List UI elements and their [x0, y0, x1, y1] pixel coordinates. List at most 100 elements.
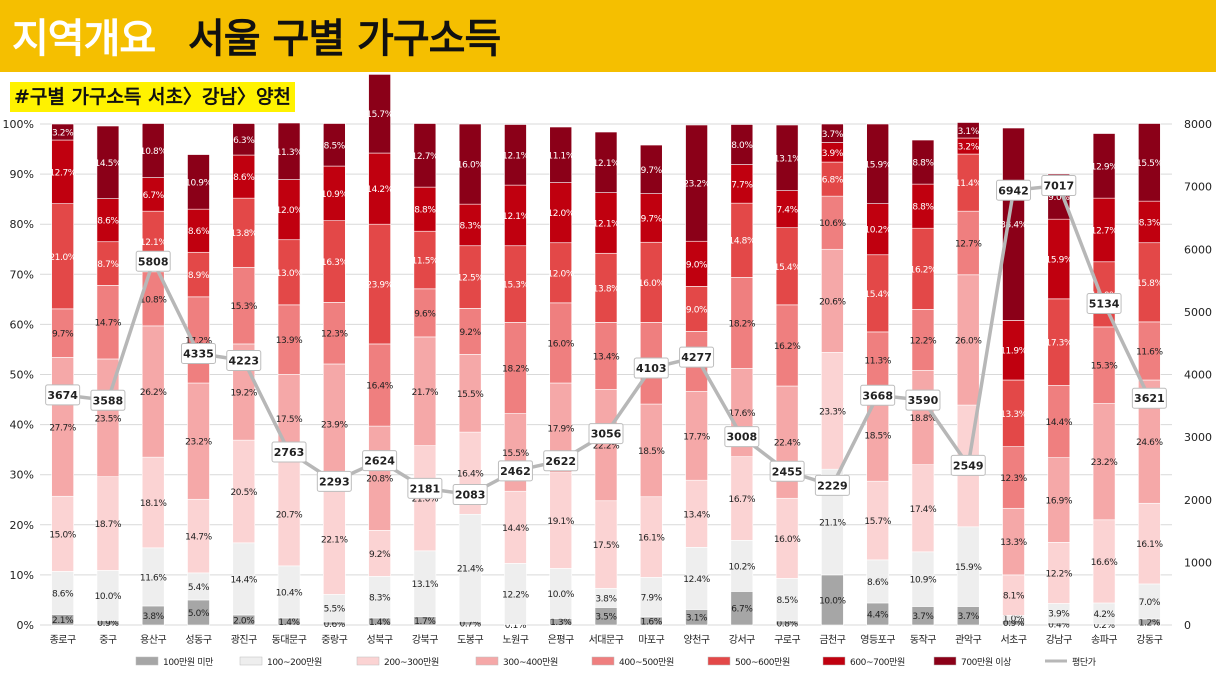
x-tick-label: 동작구 — [910, 634, 936, 646]
legend-label: 200~300만원 — [384, 657, 439, 668]
data-label: 10.0% — [95, 592, 122, 602]
data-label: 15.5% — [1136, 159, 1163, 169]
data-label: 3.9% — [1048, 610, 1070, 620]
data-label: 12.2% — [502, 590, 529, 600]
data-label: 3.7% — [958, 612, 980, 622]
data-label: 15.9% — [864, 160, 891, 170]
y-tick-label-left: 30% — [10, 469, 34, 482]
data-label: 17.4% — [910, 505, 937, 515]
y-tick-label-left: 50% — [10, 369, 34, 382]
data-label: 3.5% — [595, 613, 617, 623]
data-label: 13.1% — [774, 154, 801, 164]
x-tick-label: 구로구 — [774, 635, 800, 646]
data-label: 15.3% — [1091, 362, 1118, 372]
data-label: 0.8% — [776, 619, 798, 629]
line-point-label: 5134 — [1089, 297, 1120, 310]
data-label: 15.3% — [502, 281, 529, 291]
data-label: 26.2% — [140, 388, 167, 398]
data-label: 10.0% — [819, 596, 846, 606]
y-tick-label-right: 8000 — [1184, 118, 1212, 131]
y-tick-label-left: 70% — [10, 268, 34, 281]
bar-segment — [1138, 123, 1161, 202]
data-label: 14.4% — [502, 524, 529, 534]
data-label: 14.5% — [95, 159, 122, 169]
bar-segment — [413, 123, 437, 188]
data-label: 18.1% — [140, 499, 167, 509]
line-point-label: 2549 — [953, 459, 984, 472]
data-label: 21.0% — [412, 495, 439, 505]
legend-label: 600~700만원 — [850, 657, 905, 668]
data-label: 9.2% — [460, 328, 482, 338]
bar-segment — [639, 144, 663, 194]
legend-swatch — [707, 656, 731, 666]
data-label: 15.7% — [366, 110, 393, 120]
y-tick-label-right: 5000 — [1184, 306, 1212, 319]
data-label: 23.2% — [1091, 458, 1118, 468]
data-label: 6.3% — [233, 136, 255, 146]
data-label: 15.7% — [864, 517, 891, 527]
data-label: 14.8% — [729, 237, 756, 247]
data-label: 16.6% — [1091, 558, 1118, 568]
line-point-label-box — [135, 250, 171, 272]
data-label: 12.4% — [683, 575, 710, 585]
data-label: 7.7% — [731, 180, 753, 190]
data-label: 12.1% — [502, 212, 529, 222]
line-point-label-box — [407, 477, 443, 499]
data-label: 16.3% — [321, 258, 348, 268]
x-tick-label: 노원구 — [502, 634, 528, 646]
data-label: 11.9% — [1000, 347, 1027, 357]
line-point-label: 3588 — [93, 394, 124, 407]
data-label: 3.7% — [822, 130, 844, 140]
data-label: 16.0% — [457, 161, 484, 171]
line-point-label: 4223 — [228, 355, 259, 368]
data-label: 0.2% — [1093, 621, 1115, 631]
line-point-label-box — [633, 357, 669, 379]
data-label: 12.0% — [276, 206, 303, 216]
data-label: 16.1% — [638, 534, 665, 544]
data-label: 16.7% — [729, 495, 756, 505]
data-label: 13.3% — [1000, 410, 1027, 420]
page-title: 서울 구별 가구소득 — [188, 16, 501, 62]
x-tick-label: 마포구 — [638, 634, 664, 646]
data-label: 18.7% — [95, 520, 122, 530]
data-label: 6.7% — [731, 605, 753, 615]
y-tick-label-left: 10% — [10, 569, 34, 582]
bar-segment — [323, 123, 346, 167]
line-point-label-box — [226, 350, 262, 372]
line-point-label: 4277 — [681, 351, 712, 364]
y-tick-label-left: 20% — [10, 519, 34, 532]
data-label: 20.7% — [276, 511, 303, 521]
data-label: 18.8% — [910, 414, 937, 424]
data-label: 10.2% — [729, 562, 756, 572]
x-tick-label: 동대문구 — [272, 634, 307, 646]
data-label: 1.4% — [278, 618, 300, 628]
data-label: 8.1% — [1003, 592, 1025, 602]
data-label: 16.2% — [774, 342, 801, 352]
data-label: 16.4% — [366, 382, 393, 392]
data-label: 15.5% — [502, 449, 529, 459]
bar-segment — [549, 126, 573, 183]
data-label: 0.6% — [324, 620, 346, 630]
data-label: 14.7% — [185, 533, 212, 543]
line-point-label: 2763 — [274, 446, 305, 459]
line-point-label: 2622 — [545, 455, 576, 468]
data-label: 8.6% — [233, 173, 255, 183]
line-point-label: 2293 — [319, 475, 350, 488]
data-label: 13.8% — [593, 284, 620, 294]
y-tick-label-left: 100% — [3, 118, 34, 131]
bar-segment — [368, 74, 391, 154]
data-label: 9.0% — [1048, 193, 1070, 203]
data-label: 2.0% — [233, 616, 255, 626]
data-label: 17.2% — [185, 336, 212, 346]
data-label: 9.7% — [641, 214, 663, 224]
data-label: 15.8% — [1136, 279, 1163, 289]
data-label: 8.3% — [460, 221, 482, 231]
x-tick-label: 중구 — [99, 634, 117, 646]
data-label: 1.0% — [1003, 614, 1025, 624]
data-label: 11.6% — [140, 573, 167, 583]
data-label: 5.5% — [324, 605, 346, 615]
line-point-label: 2624 — [364, 455, 395, 468]
data-label: 7.4% — [776, 206, 798, 216]
data-label: 15.3% — [230, 302, 257, 312]
data-label: 12.7% — [1091, 226, 1118, 236]
